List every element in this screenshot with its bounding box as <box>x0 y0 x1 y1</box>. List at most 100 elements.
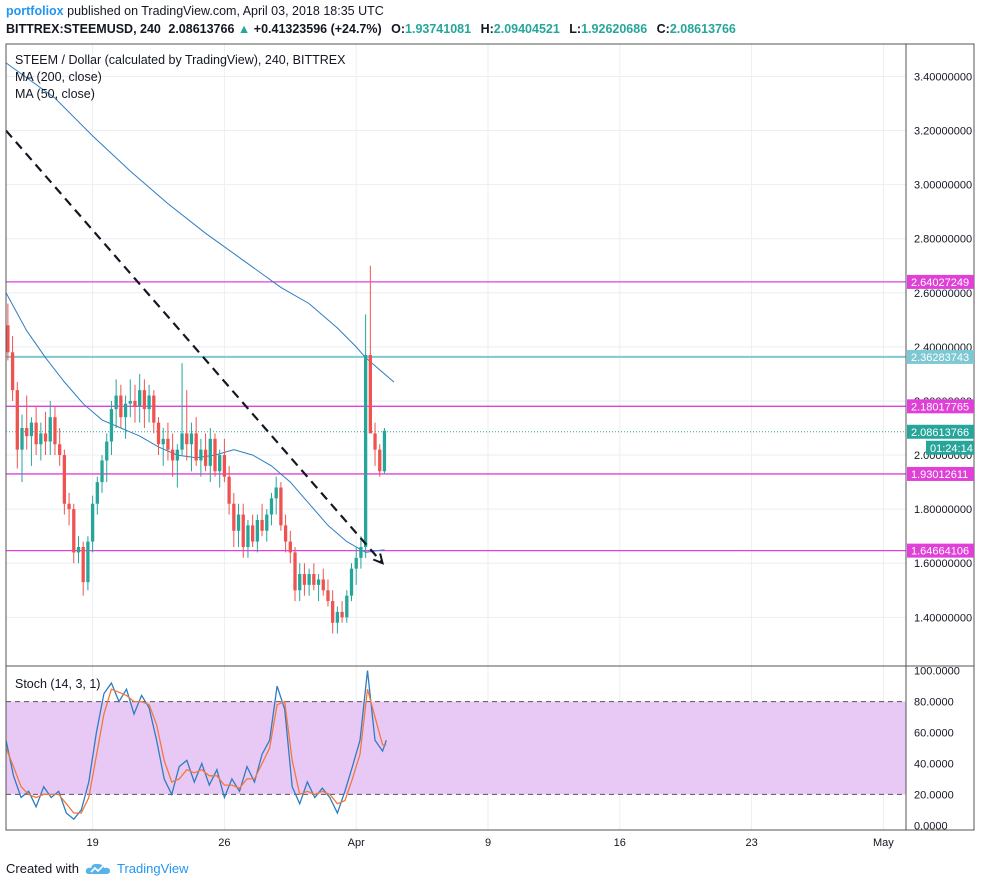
price-tick-label: 1.80000000 <box>914 504 972 516</box>
price-tick-label: 3.20000000 <box>914 126 972 138</box>
level-price-tag <box>907 349 974 364</box>
candle-body <box>265 514 269 531</box>
candle-body <box>100 460 104 483</box>
tradingview-brand-link[interactable]: TradingView <box>116 861 189 876</box>
level-price-tag <box>907 274 974 289</box>
candle-body <box>199 449 203 461</box>
price-tick-label: 2.80000000 <box>914 234 972 246</box>
high-label: H: <box>480 22 494 36</box>
stoch-overbought-oversold-band <box>6 701 906 795</box>
time-tick-label: 9 <box>485 837 491 849</box>
ma50-legend: MA (50, close) <box>15 87 95 101</box>
symbol-label: BITTREX:STEEMUSD, 240 <box>6 22 161 36</box>
candle-body <box>359 547 363 558</box>
level-price-label: 1.64664106 <box>911 546 969 558</box>
candle-body <box>10 352 15 391</box>
countdown-label: 01:24:14 <box>930 443 973 455</box>
candle-body <box>34 422 38 445</box>
candle-body <box>373 433 377 450</box>
trendline[interactable] <box>5 129 385 565</box>
stoch-lines <box>5 670 387 821</box>
candle-body <box>6 325 10 353</box>
level-price-label: 2.36283743 <box>911 352 969 364</box>
time-axis[interactable]: 19 26 Apr 9 16 23 May <box>86 837 894 849</box>
level-price-label: 1.93012611 <box>911 469 968 481</box>
candle-body <box>222 455 227 477</box>
candle-body <box>241 514 245 548</box>
ma50-line <box>5 292 385 553</box>
level-price-tag <box>907 543 974 558</box>
candle-body <box>119 395 123 418</box>
candle-body <box>298 574 302 591</box>
change-value: +0.41323596 (+24.7%) <box>253 22 382 36</box>
trendline-arrowhead <box>372 553 385 565</box>
candle-body <box>147 395 151 410</box>
candle-body <box>293 552 297 591</box>
candle-body <box>312 574 316 585</box>
level-labels: 2.64027249 2.36283743 2.18017765 1.93012611… <box>907 274 974 558</box>
stoch-tick-label: 60.0000 <box>914 728 954 740</box>
candle-body <box>109 409 114 442</box>
created-with-label: Created with <box>6 861 79 876</box>
high-value: 2.09404521 <box>493 22 560 36</box>
stoch-tick-label: 0.0000 <box>914 820 948 832</box>
candle-body <box>208 438 212 466</box>
price-tick-label: 3.40000000 <box>914 71 972 83</box>
candle-body <box>189 433 194 445</box>
candle-body <box>152 395 156 423</box>
candle-body <box>95 482 99 504</box>
change-arrow-icon: ▲ <box>237 22 251 36</box>
candle-body <box>133 400 137 407</box>
stoch-axis[interactable]: 100.0000 80.0000 60.0000 40.0000 20.0000 0.00… <box>914 666 960 833</box>
candle-body <box>15 390 19 450</box>
time-tick-label: Apr <box>348 837 365 849</box>
candle-body <box>227 476 231 504</box>
time-tick-label: May <box>873 837 894 849</box>
candle-body <box>269 498 274 515</box>
price-tick-label: 1.60000000 <box>914 558 972 570</box>
candle-body <box>114 395 118 410</box>
candle-body <box>48 417 52 442</box>
candle-body <box>29 422 34 437</box>
published-text: published on TradingView.com, April 03, … <box>67 4 384 18</box>
countdown-tag <box>926 440 974 455</box>
candle-body <box>161 438 165 445</box>
level-price-label: 2.64027249 <box>911 277 969 289</box>
price-axis[interactable]: 3.40000000 3.20000000 3.00000000 2.80000000… <box>914 71 972 624</box>
candle-body <box>39 433 43 445</box>
candle-body <box>105 441 109 461</box>
stoch-legend: Stoch (14, 3, 1) <box>15 677 100 691</box>
time-tick-label: 23 <box>745 837 757 849</box>
candle-body <box>382 430 387 472</box>
candle-body <box>274 487 278 499</box>
horizontal-levels[interactable] <box>6 281 906 552</box>
candle-body <box>170 449 175 461</box>
candle-body <box>218 455 222 472</box>
candle-body <box>326 590 330 602</box>
open-value: 1.93741081 <box>405 22 472 36</box>
author-link[interactable]: portfoliox <box>6 4 64 18</box>
candle-body <box>166 438 170 450</box>
candle-body <box>232 503 236 531</box>
candle-body <box>335 611 340 623</box>
footer: Created with TradingView <box>6 861 189 876</box>
candle-body <box>236 514 241 531</box>
candle-body <box>363 355 368 548</box>
time-tick-label: 19 <box>86 837 98 849</box>
candle-body <box>340 611 344 618</box>
level-price-tag <box>907 466 974 481</box>
candle-body <box>128 400 132 404</box>
stoch-band <box>6 701 906 795</box>
candle-body <box>354 557 358 569</box>
candle-body <box>283 525 288 542</box>
low-value: 1.92620686 <box>581 22 648 36</box>
candle-body <box>53 417 57 445</box>
trendline-dashed <box>5 129 384 564</box>
candle-body <box>279 487 283 526</box>
candle-body <box>378 449 382 472</box>
candle-body <box>72 509 76 553</box>
candle-body <box>331 601 335 623</box>
candle-body <box>25 428 29 437</box>
ma200-line <box>5 62 395 383</box>
